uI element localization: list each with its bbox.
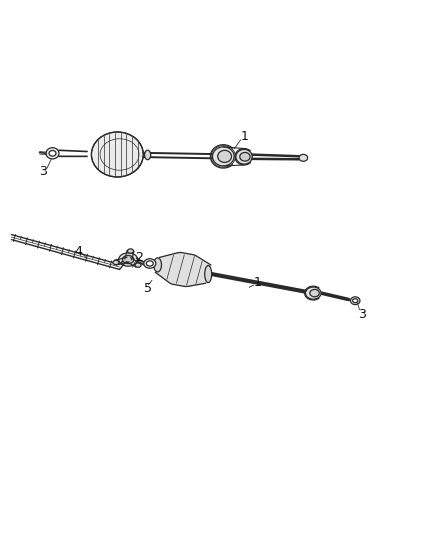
Ellipse shape xyxy=(119,253,138,266)
Ellipse shape xyxy=(240,152,250,161)
Ellipse shape xyxy=(49,150,56,156)
Ellipse shape xyxy=(299,155,307,161)
Ellipse shape xyxy=(113,260,119,265)
Ellipse shape xyxy=(310,289,319,297)
Ellipse shape xyxy=(123,255,134,264)
Text: 2: 2 xyxy=(135,252,143,264)
Ellipse shape xyxy=(145,150,151,160)
Ellipse shape xyxy=(305,287,321,299)
Ellipse shape xyxy=(135,263,141,268)
Text: 3: 3 xyxy=(358,308,366,320)
Ellipse shape xyxy=(236,149,252,164)
Ellipse shape xyxy=(127,249,134,253)
Text: 5: 5 xyxy=(144,281,152,295)
Text: 1: 1 xyxy=(241,130,249,143)
Ellipse shape xyxy=(218,150,232,163)
Text: 4: 4 xyxy=(74,245,82,258)
Ellipse shape xyxy=(46,148,59,159)
Ellipse shape xyxy=(146,261,153,266)
Ellipse shape xyxy=(350,297,360,304)
Ellipse shape xyxy=(92,132,143,177)
Ellipse shape xyxy=(353,299,358,303)
Text: 3: 3 xyxy=(39,165,46,178)
Polygon shape xyxy=(155,253,211,287)
Ellipse shape xyxy=(154,258,162,272)
Ellipse shape xyxy=(144,259,156,268)
Ellipse shape xyxy=(205,265,212,282)
Ellipse shape xyxy=(212,147,234,166)
Text: 1: 1 xyxy=(254,277,262,289)
